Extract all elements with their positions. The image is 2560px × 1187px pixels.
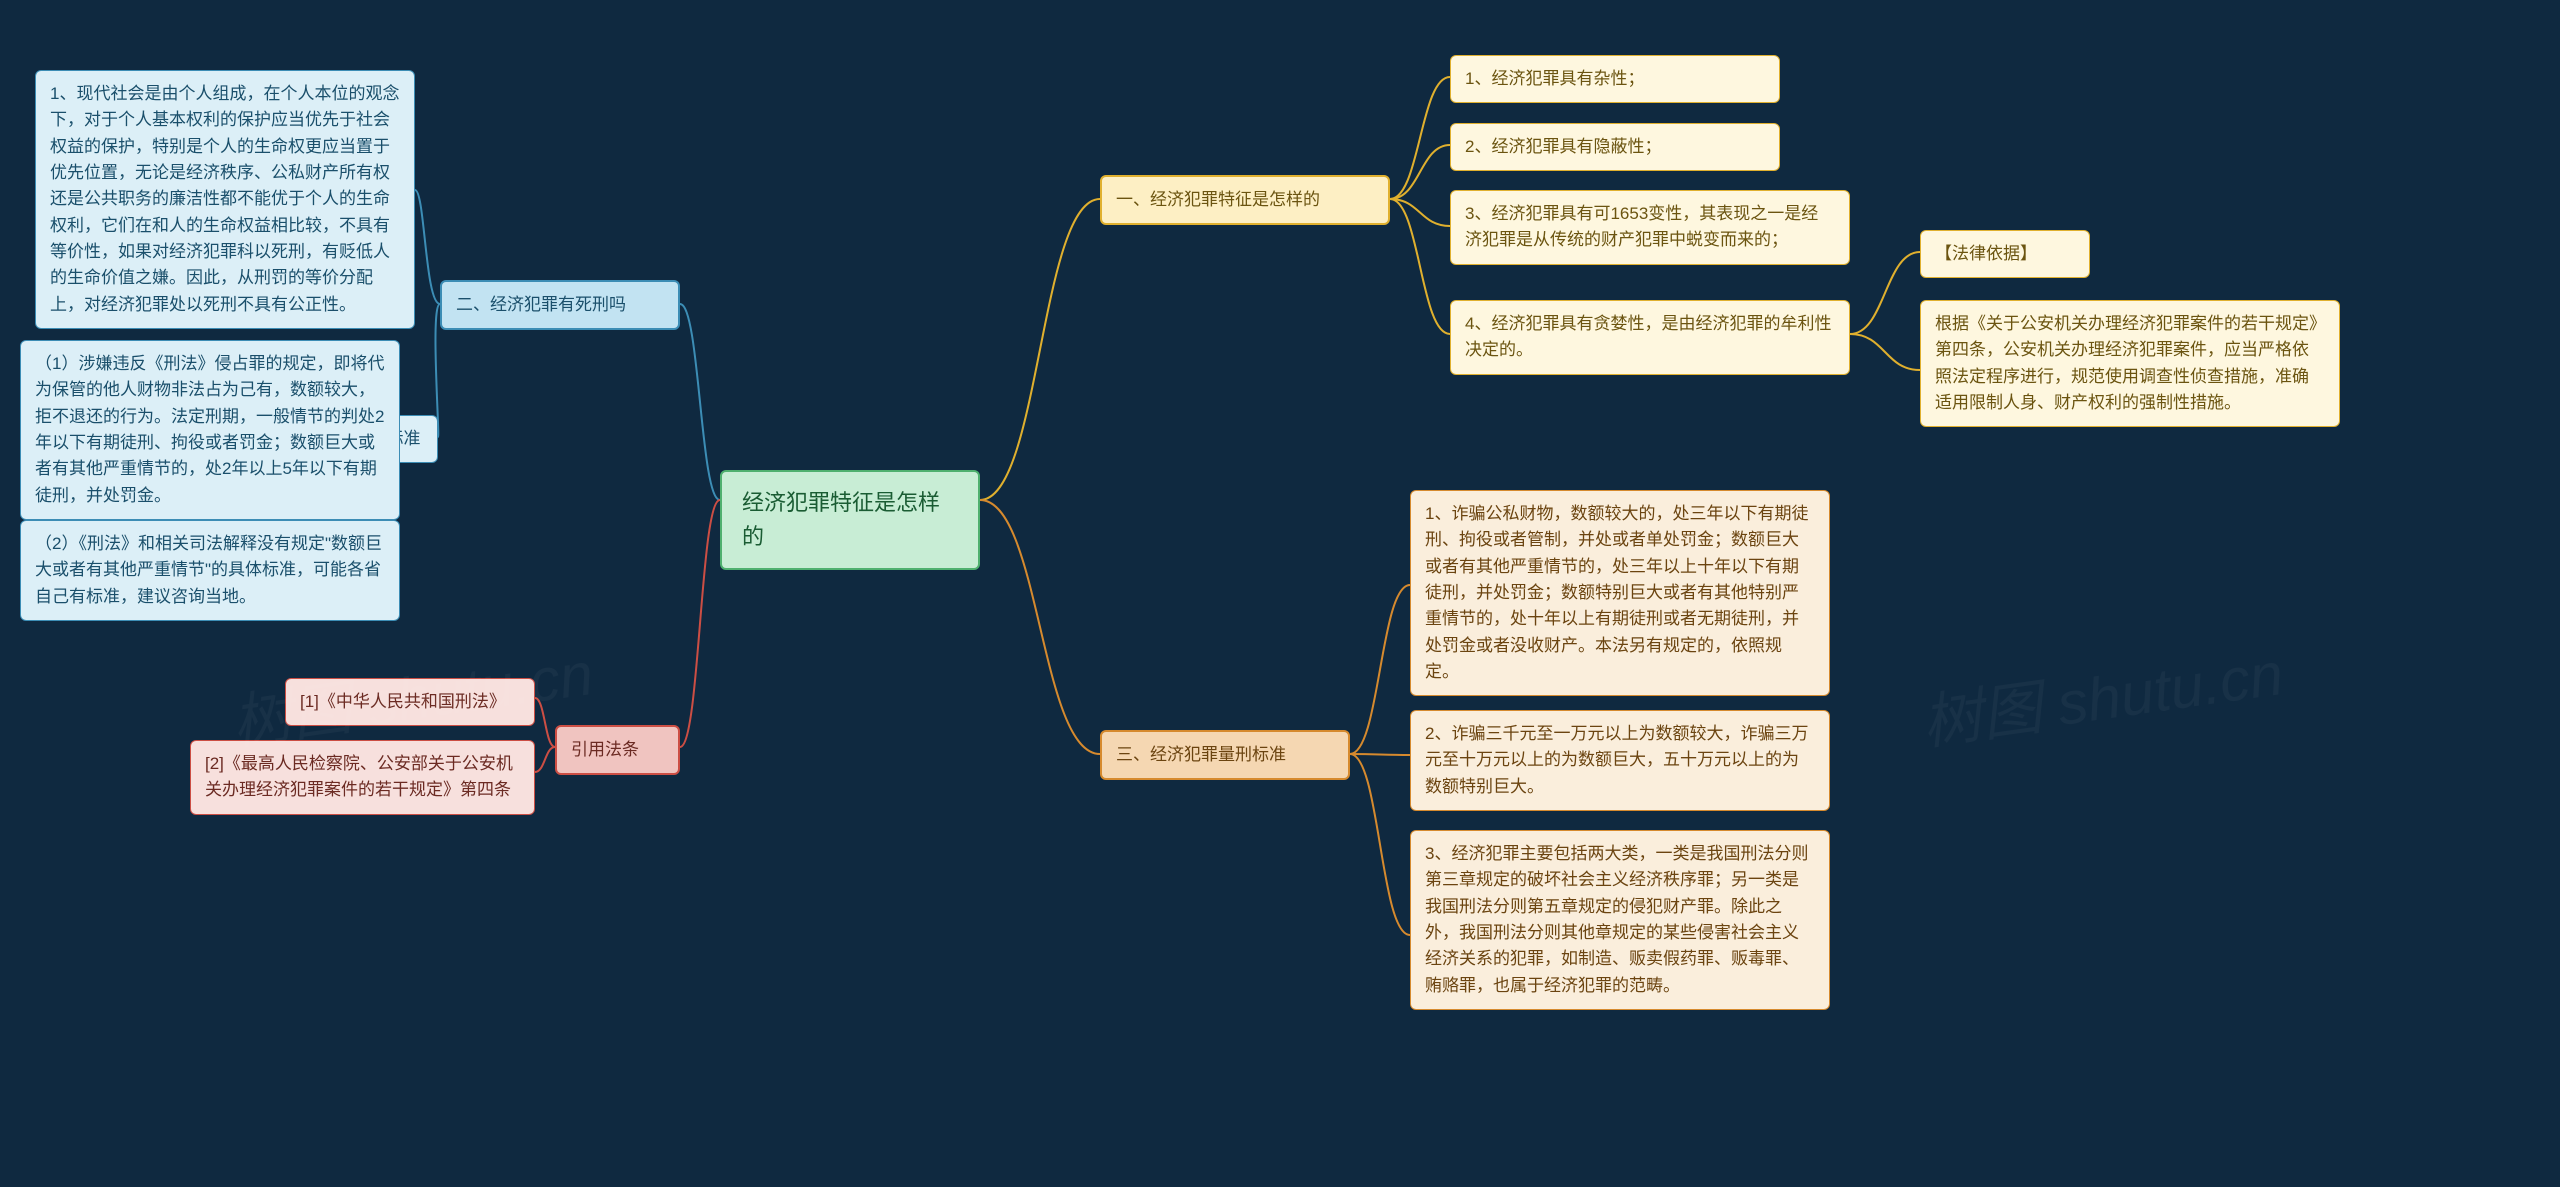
branch-one-child-4[interactable]: 4、经济犯罪具有贪婪性，是由经济犯罪的牟利性决定的。 <box>1450 300 1850 375</box>
branch-three-child-2[interactable]: 2、诈骗三千元至一万元以上为数额较大，诈骗三万元至十万元以上的为数额巨大，五十万… <box>1410 710 1830 811</box>
root-node[interactable]: 经济犯罪特征是怎样的 <box>720 470 980 570</box>
branch-cite-child-2[interactable]: [2]《最高人民检察院、公安部关于公安机关办理经济犯罪案件的若干规定》第四条 <box>190 740 535 815</box>
branch-one-child-1[interactable]: 1、经济犯罪具有杂性； <box>1450 55 1780 103</box>
branch-one-child-2[interactable]: 2、经济犯罪具有隐蔽性； <box>1450 123 1780 171</box>
watermark: 树图 shutu.cn <box>1916 625 2288 762</box>
branch-one-child-4a[interactable]: 【法律依据】 <box>1920 230 2090 278</box>
branch-two-child-2a[interactable]: （1）涉嫌违反《刑法》侵占罪的规定，即将代为保管的他人财物非法占为己有，数额较大… <box>20 340 400 520</box>
branch-one[interactable]: 一、经济犯罪特征是怎样的 <box>1100 175 1390 225</box>
branch-cite[interactable]: 引用法条 <box>555 725 680 775</box>
branch-three-child-3[interactable]: 3、经济犯罪主要包括两大类，一类是我国刑法分则第三章规定的破坏社会主义经济秩序罪… <box>1410 830 1830 1010</box>
branch-three[interactable]: 三、经济犯罪量刑标准 <box>1100 730 1350 780</box>
branch-two[interactable]: 二、经济犯罪有死刑吗 <box>440 280 680 330</box>
branch-two-child-2b[interactable]: （2）《刑法》和相关司法解释没有规定"数额巨大或者有其他严重情节"的具体标准，可… <box>20 520 400 621</box>
branch-three-child-1[interactable]: 1、诈骗公私财物，数额较大的，处三年以下有期徒刑、拘役或者管制，并处或者单处罚金… <box>1410 490 1830 696</box>
branch-one-child-3[interactable]: 3、经济犯罪具有可1653变性，其表现之一是经济犯罪是从传统的财产犯罪中蜕变而来… <box>1450 190 1850 265</box>
branch-cite-child-1[interactable]: [1]《中华人民共和国刑法》 <box>285 678 535 726</box>
branch-one-child-4b[interactable]: 根据《关于公安机关办理经济犯罪案件的若干规定》第四条，公安机关办理经济犯罪案件，… <box>1920 300 2340 427</box>
branch-two-child-1[interactable]: 1、现代社会是由个人组成，在个人本位的观念下，对于个人基本权利的保护应当优先于社… <box>35 70 415 329</box>
